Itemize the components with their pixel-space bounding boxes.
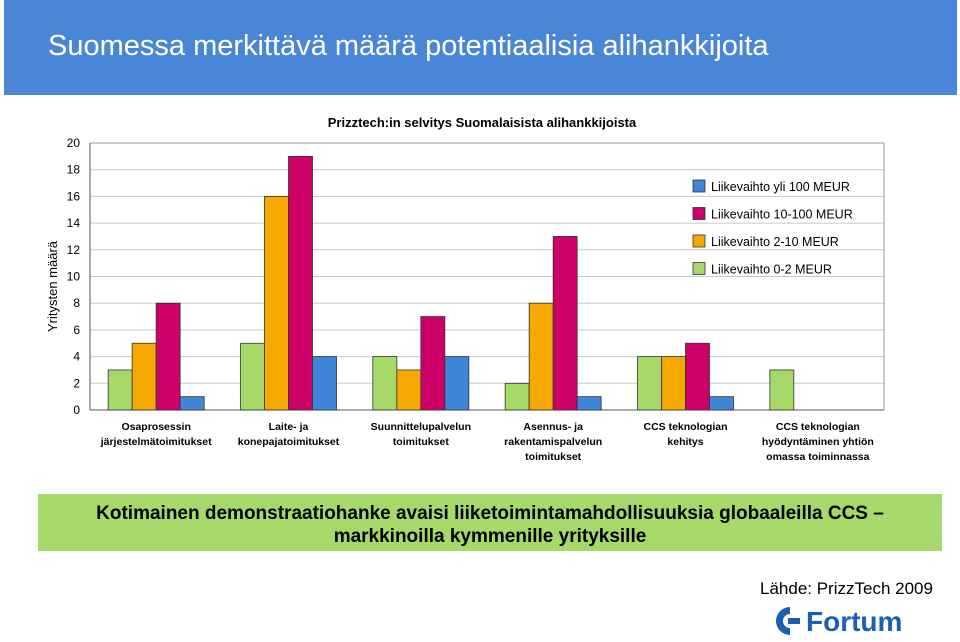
bar — [155, 302, 181, 411]
fortum-logo: Fortum — [776, 606, 902, 637]
y-tick-label: 20 — [67, 136, 81, 150]
legend-label: Liikevaihto 10-100 MEUR — [711, 208, 853, 222]
y-tick-label: 16 — [67, 189, 81, 203]
y-tick-label: 0 — [73, 403, 80, 417]
source-note: Lähde: PrizzTech 2009 — [760, 579, 933, 598]
bar — [372, 356, 398, 411]
legend-label: Liikevaihto yli 100 MEUR — [711, 180, 850, 194]
title-banner: Suomessa merkittävä määrä potentiaalisia… — [4, 0, 957, 95]
bar — [240, 342, 265, 411]
legend-swatch — [692, 207, 706, 220]
y-tick-label: 10 — [67, 270, 81, 284]
legend-label: Liikevaihto 2-10 MEUR — [711, 235, 839, 249]
highlight-box: Kotimainen demonstraatiohanke avaisi lii… — [38, 494, 942, 551]
x-tick-label: CCS teknologian kehitys — [643, 421, 727, 448]
bar — [504, 382, 530, 411]
y-tick-label: 4 — [73, 350, 80, 364]
legend-swatch — [692, 262, 706, 275]
page-title: Suomessa merkittävä määrä potentiaalisia… — [48, 30, 769, 62]
x-tick-label: Asennus- ja rakentamispalvelun toimitukset — [504, 421, 602, 463]
bar — [661, 356, 686, 411]
bar — [709, 396, 734, 411]
bar — [552, 236, 578, 411]
fortum-logo-text: Fortum — [806, 606, 902, 637]
y-tick-label: 12 — [67, 243, 81, 257]
fortum-logo-mark — [776, 607, 800, 635]
x-tick-label: CCS teknologian hyödyntäminen yhtiön omass… — [762, 421, 874, 463]
bar — [420, 316, 446, 411]
highlight-line-2: markkinoilla kymmenille yrityksille — [333, 526, 647, 547]
bar — [637, 356, 662, 411]
bar — [528, 302, 554, 411]
y-tick-label: 14 — [67, 216, 81, 230]
y-tick-label: 18 — [67, 163, 81, 177]
highlight-text: Kotimainen demonstraatiohanke avaisi lii… — [38, 502, 942, 548]
bar — [179, 396, 205, 411]
bar — [576, 396, 602, 411]
x-tick-label: Suunnittelupalvelun toimitukset — [371, 421, 471, 448]
bar — [107, 369, 133, 411]
y-tick-label: 8 — [73, 296, 80, 310]
x-tick-label: Osaprosessin järjestelmätoimitukset — [100, 421, 212, 448]
bar — [312, 356, 337, 411]
bar — [131, 342, 157, 411]
bar — [769, 369, 795, 411]
bar — [288, 155, 313, 411]
y-tick-label: 2 — [73, 376, 80, 390]
bar — [396, 369, 422, 411]
y-axis-label: Yritysten määrä — [45, 240, 60, 332]
legend-label: Liikevaihto 0-2 MEUR — [711, 263, 832, 277]
x-tick-label: Laite- ja konepajatoimitukset — [238, 421, 340, 448]
bar — [444, 356, 470, 411]
highlight-line-1: Kotimainen demonstraatiohanke avaisi lii… — [96, 503, 884, 524]
bar — [264, 196, 289, 411]
y-tick-label: 6 — [73, 323, 80, 337]
chart-title: Prizztech:in selvitys Suomalaisista alih… — [328, 115, 637, 130]
legend-swatch — [692, 234, 706, 248]
legend-swatch — [692, 179, 706, 193]
bar — [685, 342, 710, 411]
bar-chart: 0 2 4 6 8 10 12 14 16 18 20 Yritysten määrä Prizztec… — [45, 115, 885, 463]
